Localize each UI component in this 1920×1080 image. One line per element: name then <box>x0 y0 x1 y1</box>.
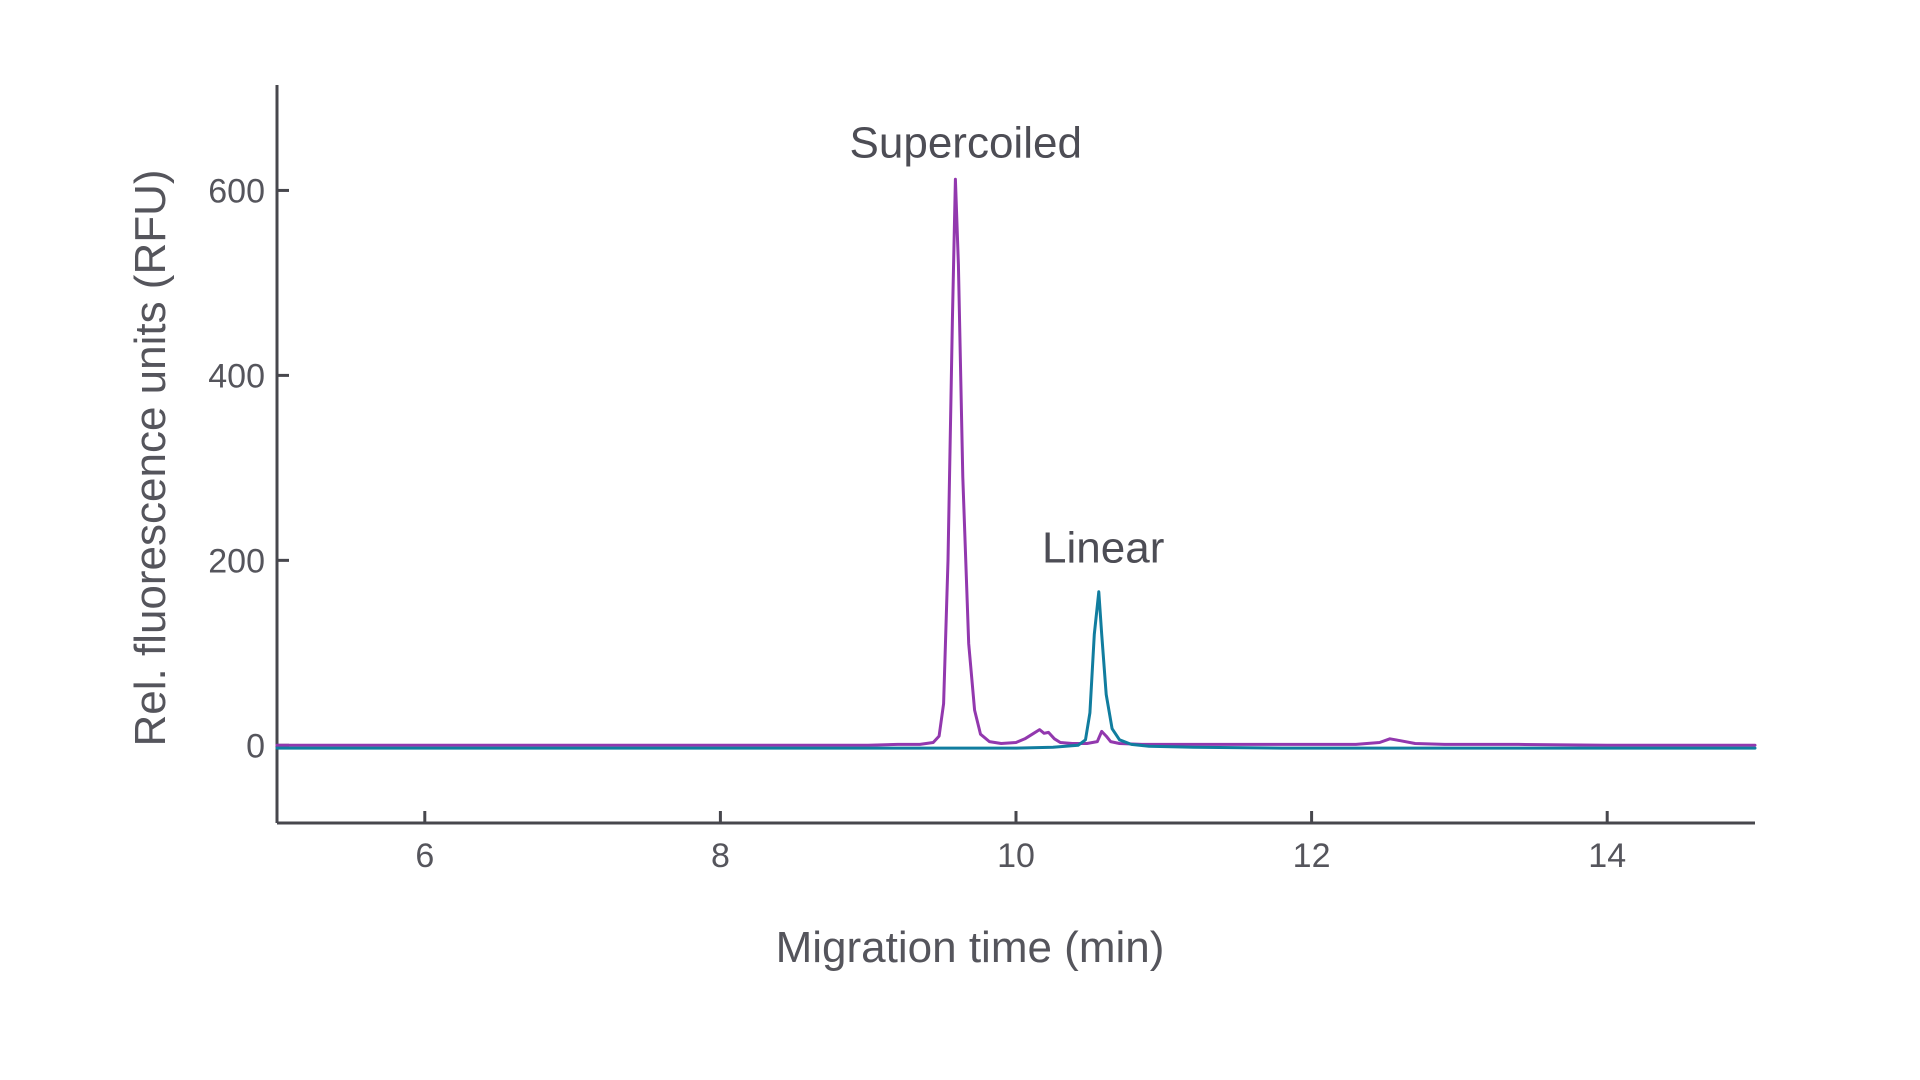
y-axis-ticks: 0 200 400 600 <box>208 172 289 765</box>
y-axis-title: Rel. fluorescence units (RFU) <box>126 169 175 746</box>
x-tick-label: 12 <box>1293 837 1331 875</box>
x-axis-title: Migration time (min) <box>776 923 1165 972</box>
annotation-linear: Linear <box>1042 523 1164 572</box>
peak-annotations: Supercoiled Linear <box>850 118 1165 572</box>
y-tick-label: 0 <box>246 727 265 765</box>
x-tick-label: 6 <box>415 837 434 875</box>
traces <box>275 177 1757 750</box>
trace-supercoiled <box>275 177 1757 747</box>
x-axis-ticks: 6 8 10 12 14 <box>415 811 1626 875</box>
y-tick-label: 600 <box>208 172 265 210</box>
y-tick-label: 200 <box>208 542 265 580</box>
trace-linear <box>275 590 1757 750</box>
x-tick-label: 8 <box>711 837 730 875</box>
annotation-supercoiled: Supercoiled <box>850 118 1082 167</box>
x-tick-label: 14 <box>1588 837 1626 875</box>
y-tick-label: 400 <box>208 357 265 395</box>
x-tick-label: 10 <box>997 837 1035 875</box>
